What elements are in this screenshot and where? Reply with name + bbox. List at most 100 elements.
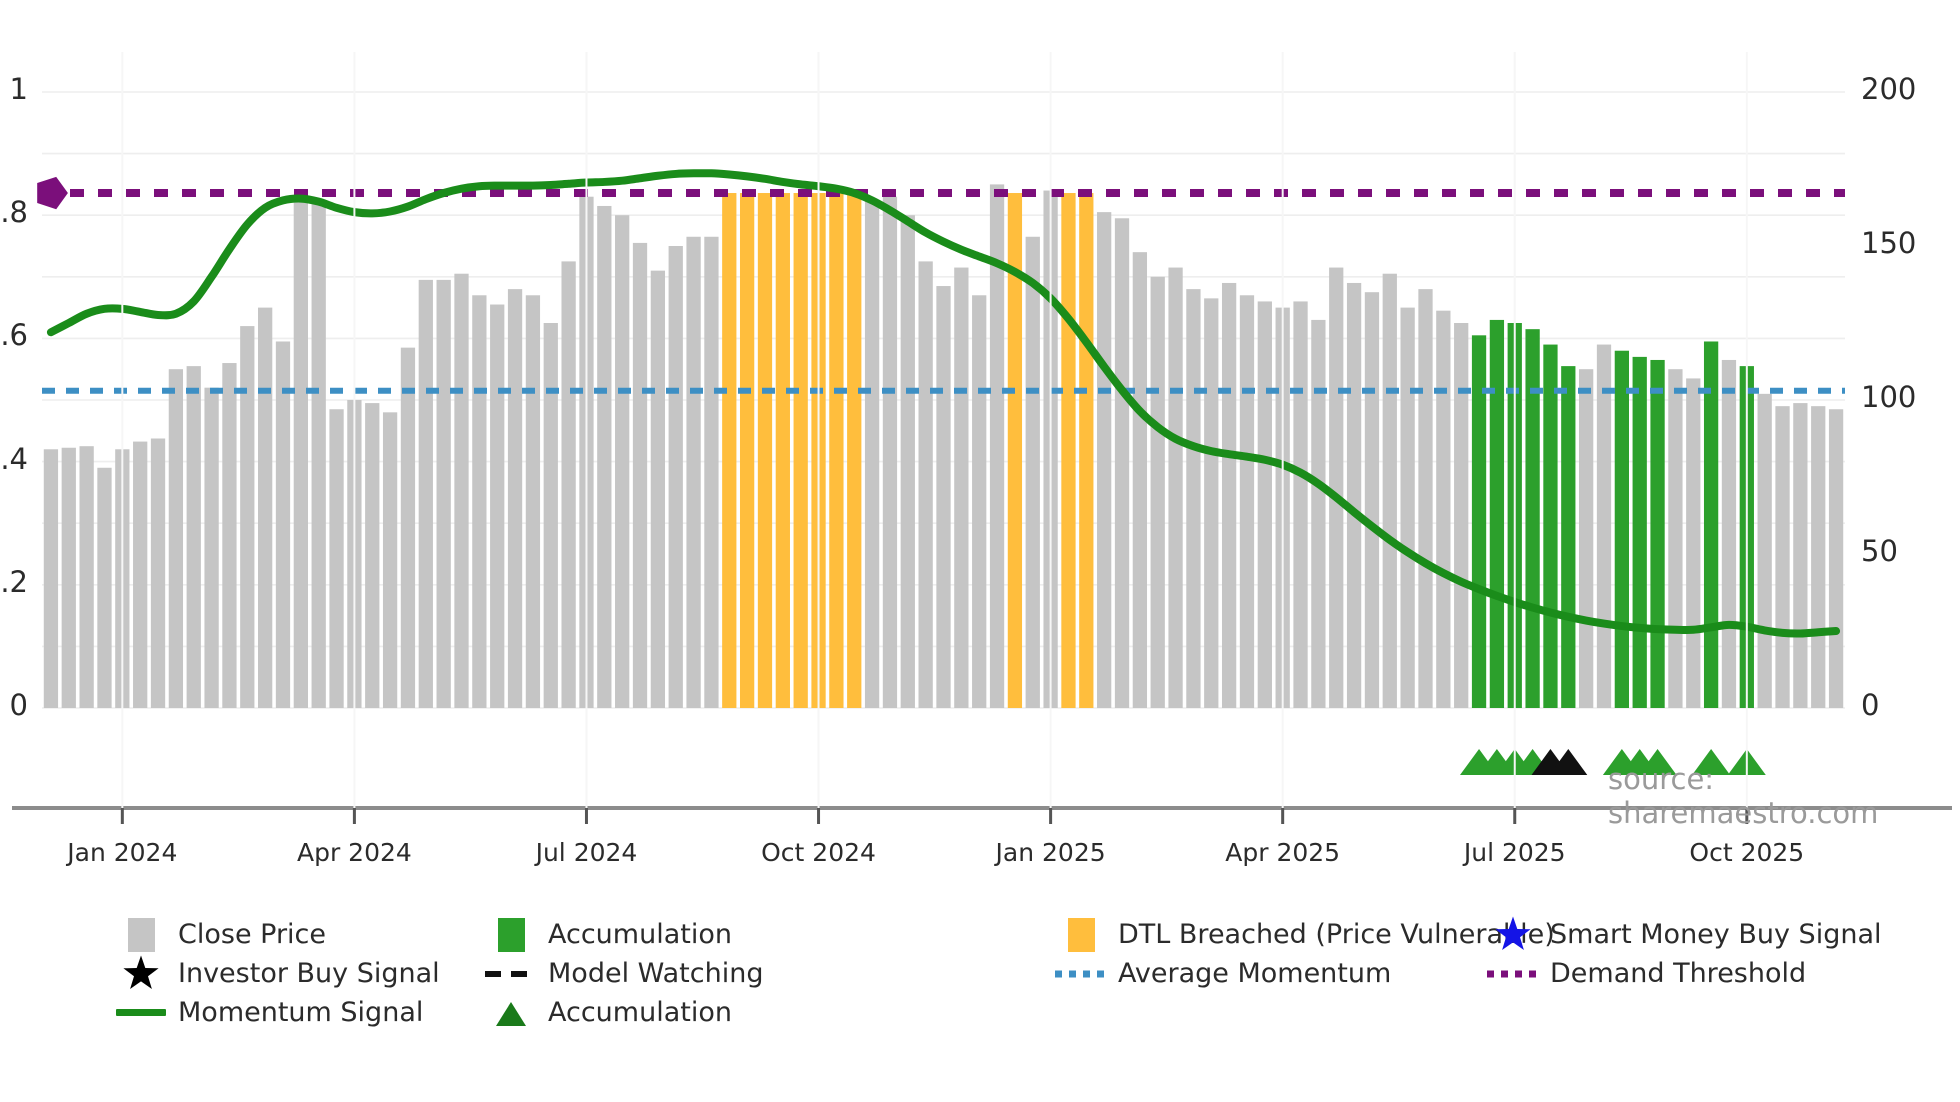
bar-close-price[interactable] xyxy=(240,326,255,708)
bar-close-price[interactable] xyxy=(1579,369,1594,708)
bar-close-price[interactable] xyxy=(133,441,148,708)
bar-close-price[interactable] xyxy=(1257,301,1272,708)
bar-close-price[interactable] xyxy=(1775,406,1790,708)
bar-close-price[interactable] xyxy=(1757,393,1772,708)
bar-accumulation[interactable] xyxy=(1561,366,1576,708)
investor-buy-triangle[interactable] xyxy=(1549,749,1588,775)
bar-close-price[interactable] xyxy=(543,323,558,708)
bar-close-price[interactable] xyxy=(1596,344,1612,708)
legend-item[interactable]: Close Price xyxy=(108,915,326,954)
bar-close-price[interactable] xyxy=(632,242,648,709)
legend-item[interactable]: Accumulation xyxy=(478,915,732,954)
bar-close-price[interactable] xyxy=(882,196,898,708)
bar-close-price[interactable] xyxy=(1382,273,1397,708)
bar-close-price[interactable] xyxy=(275,341,291,708)
bar-accumulation[interactable] xyxy=(1703,341,1719,708)
bar-close-price[interactable] xyxy=(668,246,683,708)
bar-close-price[interactable] xyxy=(900,215,915,708)
bar-close-price[interactable] xyxy=(1186,289,1201,708)
bar-dtl-breached[interactable] xyxy=(722,193,737,708)
bar-close-price[interactable] xyxy=(1400,307,1415,708)
legend-item[interactable]: Smart Money Buy Signal xyxy=(1480,915,1882,954)
bar-accumulation[interactable] xyxy=(1471,335,1487,708)
bar-close-price[interactable] xyxy=(918,261,933,708)
bar-close-price[interactable] xyxy=(936,286,951,708)
bar-close-price[interactable] xyxy=(597,205,612,708)
bar-close-price[interactable] xyxy=(490,304,505,708)
bar-accumulation[interactable] xyxy=(1543,344,1558,708)
bar-close-price[interactable] xyxy=(704,236,719,708)
bar-dtl-breached[interactable] xyxy=(757,193,773,708)
bar-close-price[interactable] xyxy=(864,199,880,709)
bar-close-price[interactable] xyxy=(61,447,76,708)
bar-close-price[interactable] xyxy=(1168,267,1183,708)
bar-accumulation[interactable] xyxy=(1632,356,1647,708)
bar-close-price[interactable] xyxy=(454,273,469,708)
bar-close-price[interactable] xyxy=(365,403,380,708)
bar-close-price[interactable] xyxy=(1097,212,1112,708)
bar-accumulation[interactable] xyxy=(1650,359,1665,708)
bar-dtl-breached[interactable] xyxy=(1007,193,1023,708)
bar-close-price[interactable] xyxy=(1293,301,1308,708)
bar-dtl-breached[interactable] xyxy=(775,193,790,708)
bar-close-price[interactable] xyxy=(650,270,666,708)
bar-close-price[interactable] xyxy=(561,261,576,708)
bar-close-price[interactable] xyxy=(1454,323,1469,708)
bar-close-price[interactable] xyxy=(1668,369,1683,708)
bar-close-price[interactable] xyxy=(1150,276,1165,708)
bar-dtl-breached[interactable] xyxy=(1061,193,1076,708)
accumulation-triangle[interactable] xyxy=(1692,749,1731,775)
bar-close-price[interactable] xyxy=(150,438,166,709)
bar-close-price[interactable] xyxy=(1346,282,1362,708)
bar-close-price[interactable] xyxy=(204,387,219,708)
bar-close-price[interactable] xyxy=(954,267,969,708)
bar-close-price[interactable] xyxy=(989,184,1005,708)
bar-close-price[interactable] xyxy=(1436,310,1451,708)
bar-close-price[interactable] xyxy=(686,236,701,708)
bar-close-price[interactable] xyxy=(1114,218,1130,708)
bar-close-price[interactable] xyxy=(1239,295,1255,708)
bar-close-price[interactable] xyxy=(329,409,344,708)
accumulation-triangle[interactable] xyxy=(1638,749,1677,775)
bar-close-price[interactable] xyxy=(43,449,59,708)
bar-close-price[interactable] xyxy=(1025,236,1040,708)
bar-accumulation[interactable] xyxy=(1525,329,1540,708)
bar-close-price[interactable] xyxy=(382,412,398,708)
bar-dtl-breached[interactable] xyxy=(739,193,755,708)
bar-dtl-breached[interactable] xyxy=(1079,193,1094,708)
bar-close-price[interactable] xyxy=(293,196,308,708)
bar-close-price[interactable] xyxy=(1329,267,1344,708)
bar-close-price[interactable] xyxy=(97,467,112,708)
bar-close-price[interactable] xyxy=(972,295,987,708)
bar-dtl-breached[interactable] xyxy=(829,193,844,708)
bar-close-price[interactable] xyxy=(222,363,237,708)
legend-item[interactable]: Demand Threshold xyxy=(1480,954,1806,993)
bar-accumulation[interactable] xyxy=(1614,350,1629,708)
bar-close-price[interactable] xyxy=(1311,319,1326,708)
bar-close-price[interactable] xyxy=(507,289,523,708)
bar-close-price[interactable] xyxy=(472,295,487,708)
bar-close-price[interactable] xyxy=(525,295,541,708)
bar-close-price[interactable] xyxy=(258,307,273,708)
legend-item[interactable]: Accumulation xyxy=(478,993,732,1032)
bar-close-price[interactable] xyxy=(168,369,184,708)
bar-close-price[interactable] xyxy=(436,279,451,708)
bar-close-price[interactable] xyxy=(1721,359,1737,708)
bar-close-price[interactable] xyxy=(1811,406,1826,708)
bar-close-price[interactable] xyxy=(1364,292,1380,708)
bar-close-price[interactable] xyxy=(418,279,433,708)
bar-accumulation[interactable] xyxy=(1489,319,1505,708)
demand-threshold-marker[interactable] xyxy=(37,176,68,210)
bar-close-price[interactable] xyxy=(186,366,201,708)
bar-close-price[interactable] xyxy=(1204,298,1219,708)
bar-close-price[interactable] xyxy=(400,347,416,708)
legend-item[interactable]: DTL Breached (Price Vulnerable) xyxy=(1048,915,1555,954)
bar-close-price[interactable] xyxy=(1686,378,1701,708)
bar-close-price[interactable] xyxy=(79,446,94,708)
bar-close-price[interactable] xyxy=(311,199,326,709)
bar-close-price[interactable] xyxy=(1793,403,1808,708)
legend-item[interactable]: Investor Buy Signal xyxy=(108,954,440,993)
bar-close-price[interactable] xyxy=(1418,289,1433,708)
legend-item[interactable]: Average Momentum xyxy=(1048,954,1391,993)
bar-dtl-breached[interactable] xyxy=(793,193,808,708)
